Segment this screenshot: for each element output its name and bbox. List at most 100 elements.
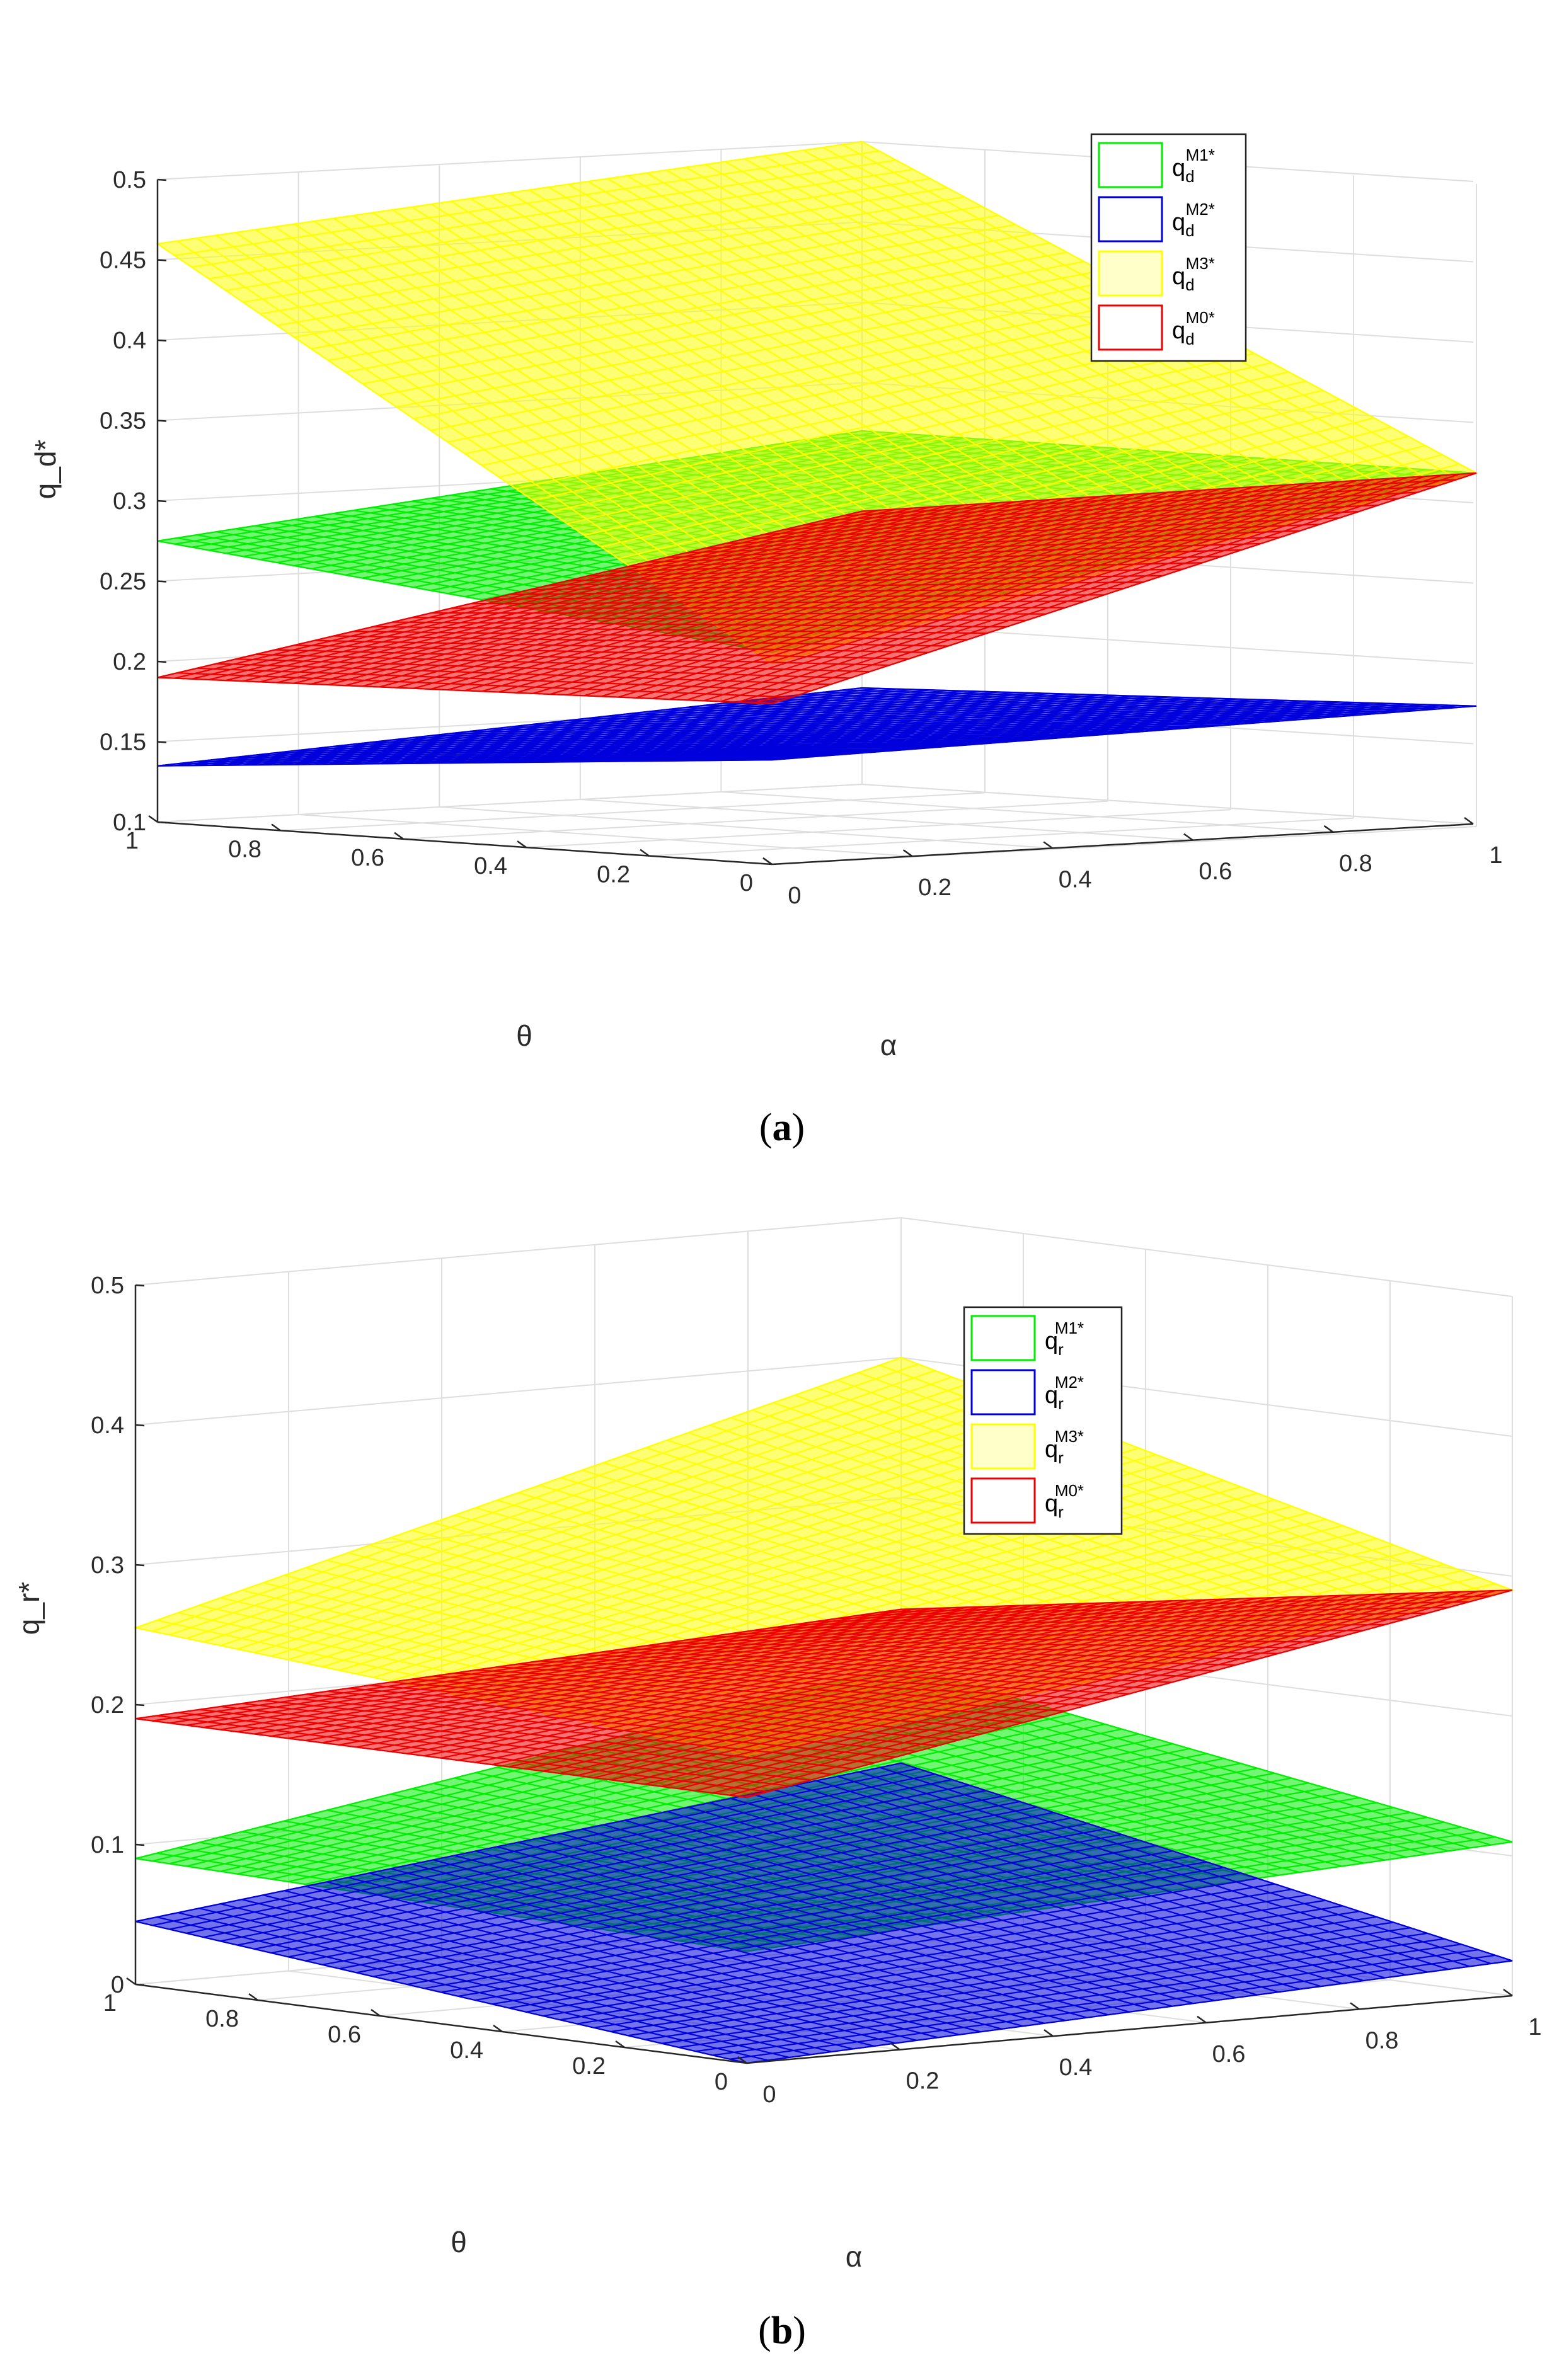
alpha-tick-mark (902, 849, 913, 857)
legend-swatch (1098, 250, 1163, 297)
z-tick-mark (157, 821, 167, 824)
alpha-tick-mark (737, 2056, 747, 2064)
alpha-tick-mark (1323, 825, 1334, 833)
surface-mesh (157, 472, 1477, 705)
legend-swatch (1098, 304, 1163, 351)
z-tick-label: 0.1 (113, 810, 146, 836)
legend: qrM1* qrM2* qrM3* qrM0* (963, 1306, 1123, 1535)
alpha-tick-mark (1197, 2015, 1207, 2023)
grid-line (648, 817, 1354, 857)
alpha-tick-label: 0.8 (1339, 850, 1372, 877)
grid-line (721, 791, 1333, 833)
alpha-tick-label: 1 (1528, 2014, 1541, 2040)
alpha-axis-label: α (880, 1029, 897, 1061)
theta-tick-mark (493, 2024, 503, 2033)
panel-a: 0.1 0.15 0.2 0.25 0.3 0.35 0.4 0.45 0.5 0 0.2 0.4 0.… (29, 133, 1503, 1061)
alpha-tick-label: 0.2 (918, 874, 952, 901)
axes: 0.1 0.15 0.2 0.25 0.3 0.35 0.4 0.45 0.5 0 0.2 0.4 0.… (100, 167, 1503, 909)
theta-tick-mark (248, 1993, 258, 2001)
alpha-tick-mark (1350, 2002, 1360, 2010)
legend: qdM1* qdM2* qdM3* qdM0* (1090, 133, 1247, 362)
theta-tick-label: 0.6 (351, 845, 384, 871)
z-tick-label: 0.5 (91, 1273, 124, 1299)
theta-tick-label: 0.4 (474, 853, 507, 879)
alpha-tick-mark (1503, 1988, 1513, 1997)
legend-label: qdM3* (1172, 254, 1215, 294)
theta-tick-mark (640, 849, 650, 857)
legend-swatch (1098, 196, 1163, 243)
z-tick-mark (157, 660, 167, 663)
z-tick-label: 0.1 (91, 1832, 124, 1858)
alpha-tick-mark (1044, 2029, 1054, 2037)
z-tick-label: 0.3 (91, 1552, 124, 1579)
grid-line (135, 1216, 1513, 1297)
grid-line (403, 800, 1108, 840)
legend-label: qrM3* (1045, 1427, 1084, 1467)
legend-swatch (970, 1315, 1036, 1361)
theta-tick-mark (271, 823, 281, 832)
legend-swatch (970, 1423, 1036, 1470)
theta-tick-mark (126, 1977, 136, 1986)
alpha-tick-label: 0.4 (1059, 866, 1092, 893)
legend-label: qdM0* (1172, 308, 1215, 348)
theta-tick-label: 0 (740, 870, 753, 896)
z-axis-label: q_d* (29, 440, 62, 500)
theta-tick-label: 0.8 (205, 2006, 239, 2032)
grid-line (157, 784, 863, 823)
theta-axis-label: θ (516, 1019, 532, 1052)
legend-label: qrM2* (1045, 1373, 1084, 1413)
surface-m2 (157, 687, 1477, 767)
z-tick-label: 0.45 (100, 248, 146, 274)
theta-axis-label: θ (451, 2226, 467, 2258)
alpha-tick-label: 0.8 (1366, 2027, 1399, 2054)
z-tick-label: 0.2 (113, 649, 146, 675)
alpha-tick-label: 1 (1489, 842, 1502, 869)
surfaces (156, 140, 1478, 767)
z-tick-label: 0.15 (100, 729, 146, 756)
alpha-tick-mark (1464, 816, 1474, 825)
theta-tick-label: 0.2 (572, 2053, 606, 2080)
grid-line (280, 792, 986, 832)
z-tick-mark (157, 741, 167, 743)
z-tick-mark (157, 580, 167, 583)
theta-tick-mark (517, 840, 527, 849)
theta-tick-label: 0.6 (328, 2022, 361, 2048)
alpha-tick-label: 0.6 (1199, 859, 1232, 885)
surface-m0 (135, 1589, 1513, 1799)
axes: 00.10.20.30.40.500.20.40.60.8100.20.40.6… (91, 1273, 1541, 2108)
alpha-tick-label: 0.6 (1212, 2041, 1246, 2068)
theta-tick-label: 1 (103, 1990, 117, 2017)
legend-label: qdM2* (1172, 200, 1215, 240)
alpha-axis-line (771, 823, 1474, 866)
z-tick-label: 0.25 (100, 569, 146, 595)
grid-line (439, 806, 1053, 849)
surface-m2 (135, 1762, 1513, 2064)
alpha-tick-mark (1183, 833, 1193, 841)
theta-tick-label: 0.8 (228, 836, 262, 862)
grid-line (861, 784, 1474, 825)
legend-label: qrM0* (1045, 1481, 1084, 1521)
grid-line (580, 799, 1193, 841)
z-axis-label: q_r* (13, 1582, 45, 1635)
surface-m0 (157, 472, 1477, 705)
legend-swatch (1098, 142, 1163, 188)
z-tick-mark (157, 339, 167, 342)
z-tick-label: 0.2 (91, 1692, 124, 1719)
z-tick-label: 0.5 (113, 167, 146, 193)
alpha-tick-label: 0.2 (906, 2068, 940, 2095)
alpha-tick-mark (762, 857, 773, 866)
caption-b: (b) (758, 2309, 806, 2352)
alpha-tick-label: 0.4 (1059, 2054, 1093, 2081)
z-tick-label: 0.4 (113, 328, 146, 354)
theta-tick-mark (148, 815, 158, 823)
z-tick-mark (157, 259, 167, 261)
theta-tick-mark (615, 2040, 625, 2049)
theta-tick-label: 1 (125, 828, 139, 854)
alpha-tick-mark (1043, 841, 1053, 849)
legend-swatch (970, 1477, 1036, 1524)
z-tick-mark (135, 1284, 145, 1287)
surface-mesh (135, 1589, 1513, 1799)
z-tick-mark (135, 1424, 145, 1427)
theta-tick-mark (394, 832, 404, 840)
theta-axis-line (157, 821, 773, 866)
